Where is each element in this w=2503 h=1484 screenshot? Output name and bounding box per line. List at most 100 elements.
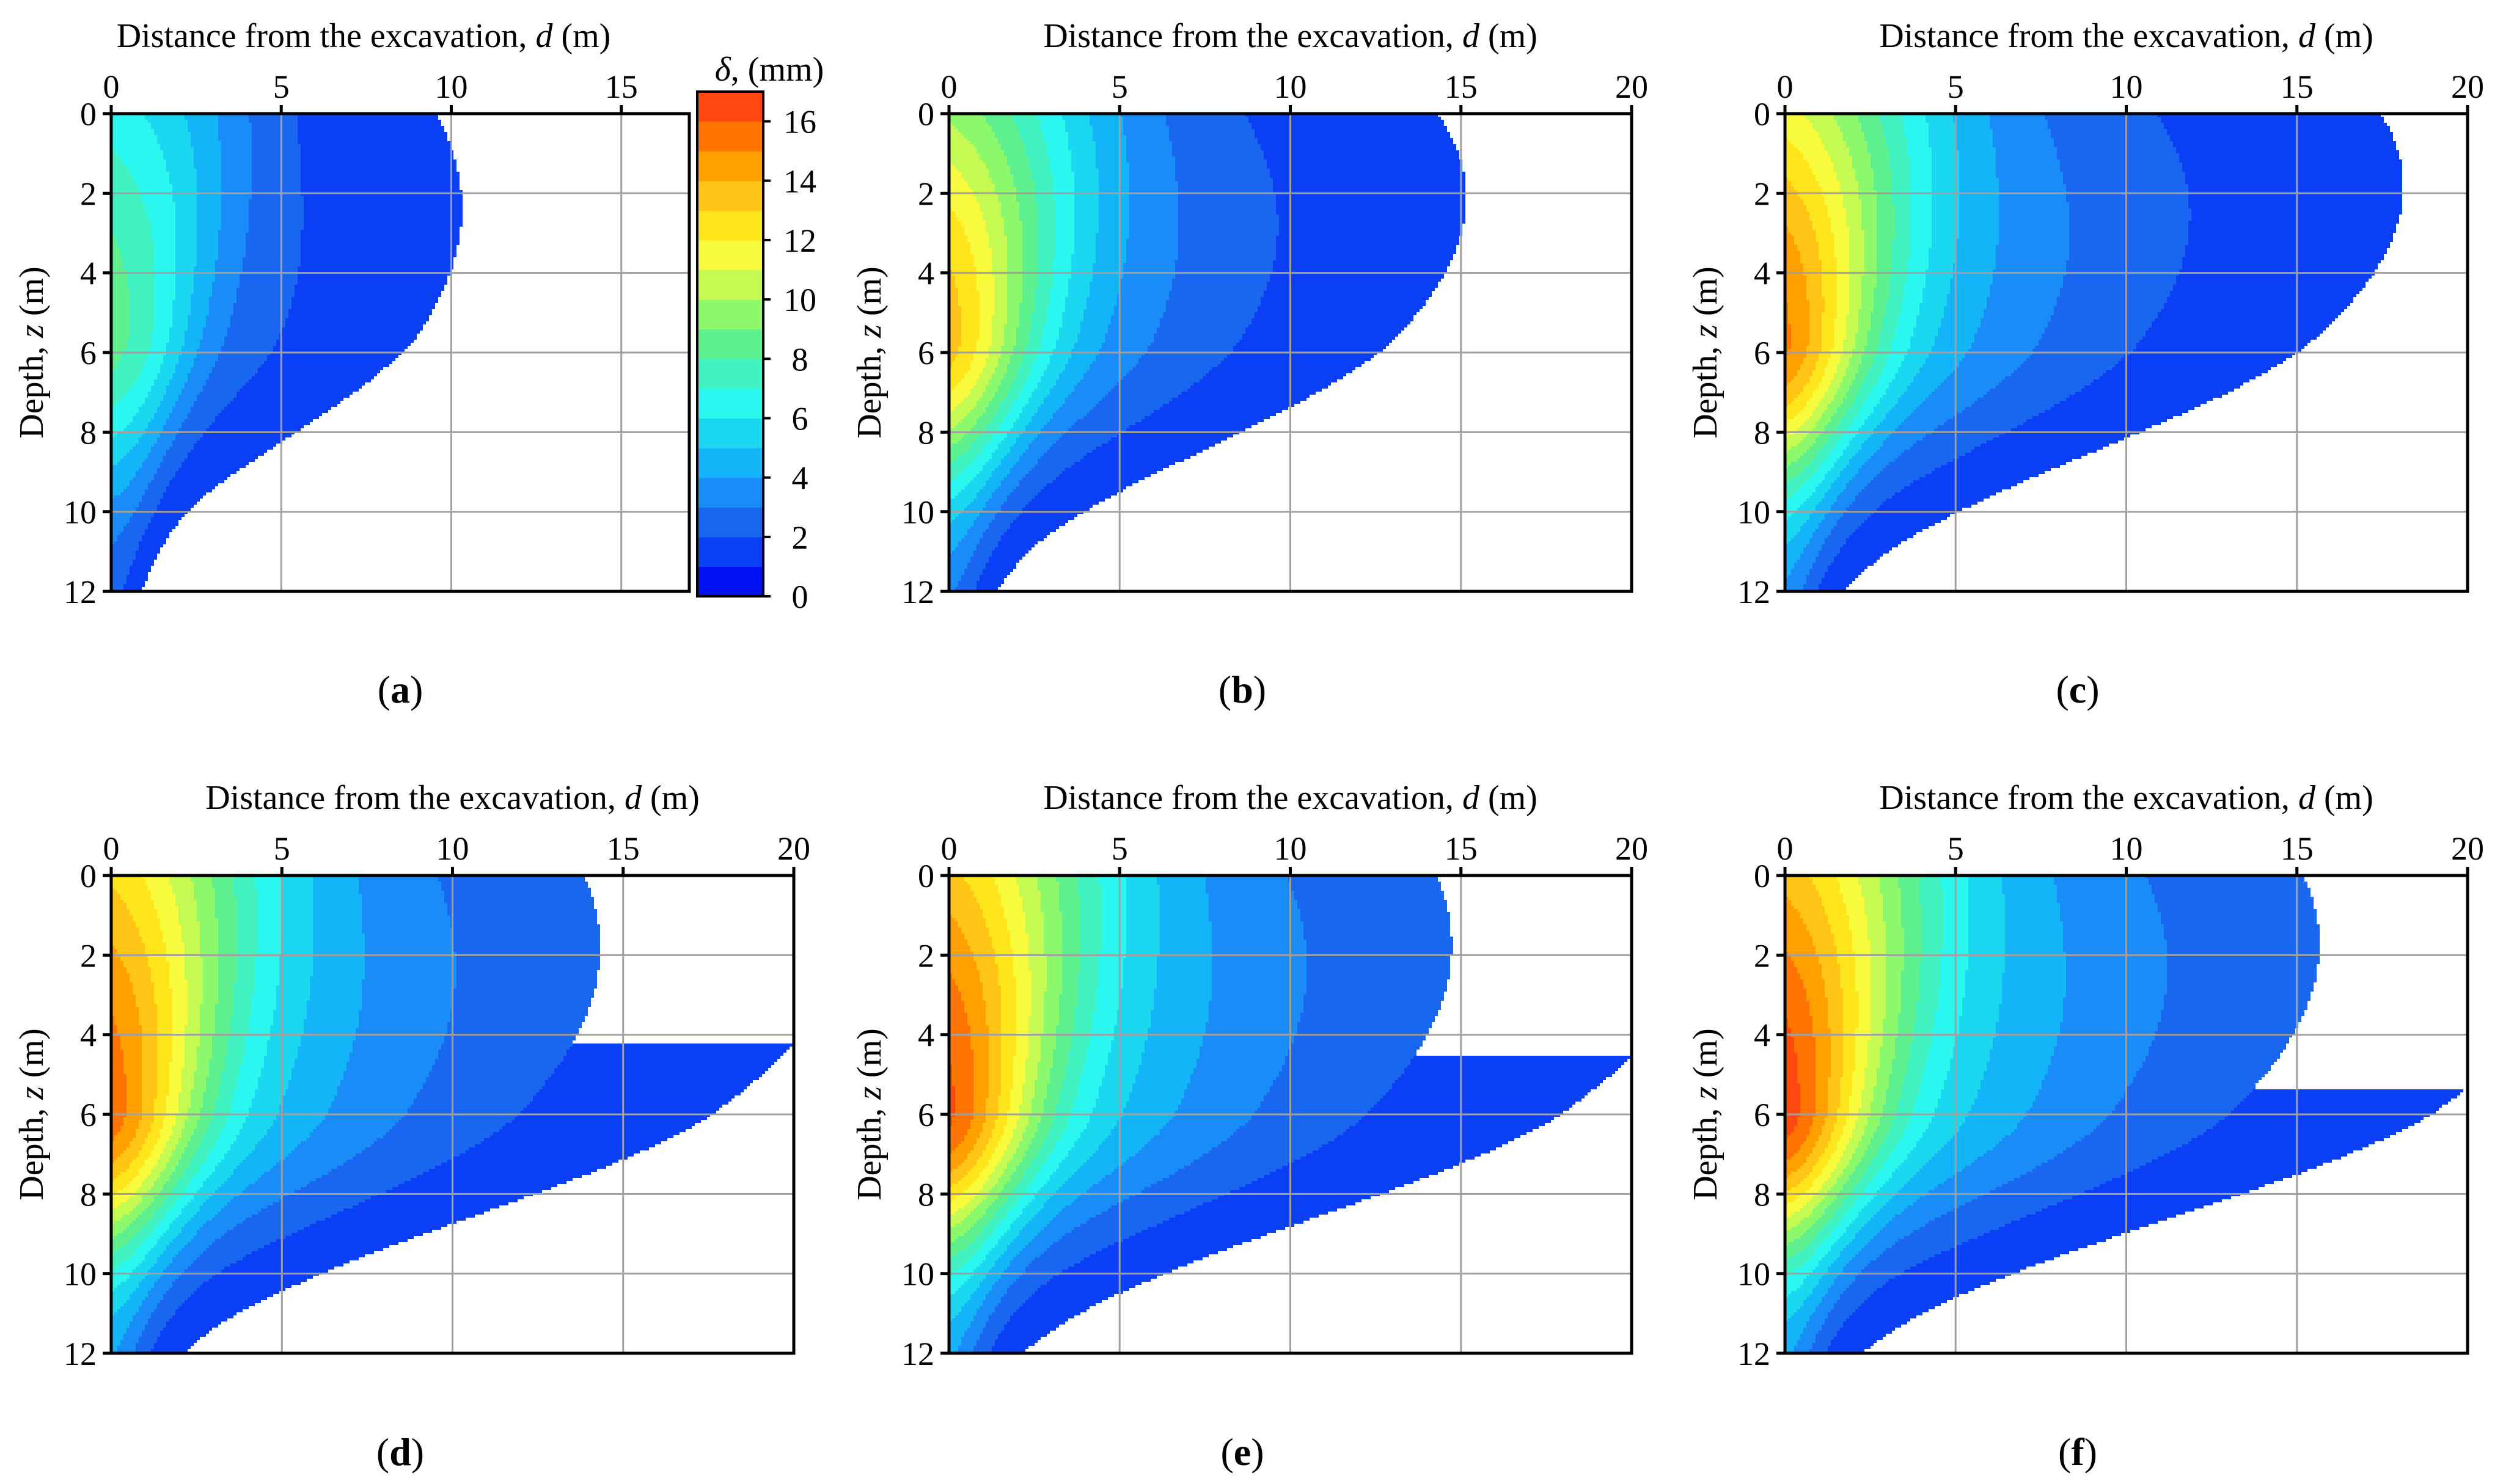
- contour-band-5-6: [111, 114, 197, 465]
- x-tick-label: 15: [1445, 68, 1478, 105]
- x-axis-label-variable: d: [535, 17, 553, 55]
- y-tick-label: 12: [1737, 574, 1770, 610]
- y-axis-label-text: Depth,: [13, 338, 51, 439]
- panel-caption-letter: a: [390, 668, 410, 711]
- y-tick-label: 8: [1754, 414, 1770, 451]
- contour-band-8-9: [949, 875, 1080, 1257]
- contour-band-8-9: [111, 236, 130, 370]
- contour-band-1-2: [1825, 1089, 2463, 1353]
- x-axis-label-unit: (m): [2315, 779, 2373, 817]
- y-tick-label: 8: [918, 1176, 934, 1213]
- contour-band-14-15: [949, 915, 989, 1172]
- contour-band-13-14: [1785, 178, 1825, 407]
- contour-band-15-16: [1785, 952, 1816, 1160]
- contour-band-1-2: [1819, 114, 2402, 591]
- x-tick-label: 5: [1948, 68, 1964, 105]
- contour-band-10-11: [1785, 875, 1886, 1230]
- y-axis-label: Depth, z (m): [13, 266, 51, 439]
- contour-band-2-3: [1800, 114, 2191, 591]
- colorbar-tick-label: 12: [783, 222, 816, 259]
- contour-band-7-8: [949, 875, 1102, 1276]
- grid: [1785, 114, 2468, 591]
- y-tick-label: 6: [80, 335, 97, 371]
- colorbar-swatch-10-11: [697, 269, 763, 300]
- y-tick-label: 12: [64, 1336, 97, 1372]
- contour-band-5-6: [1785, 875, 2005, 1321]
- contour-band-1-2: [151, 1044, 793, 1353]
- colorbar-swatch-8-9: [697, 329, 763, 359]
- panel-e: 0 5 10 15 20 0 2 4 6 8 10 12 Distance from the excav…: [851, 779, 1648, 1474]
- colorbar: 0 2 4 6 8 10 12 14 16 δ, (mm): [696, 51, 824, 615]
- x-tick-label: 10: [2110, 68, 2143, 105]
- y-tick-label: 0: [80, 96, 97, 133]
- y-axis-label: Depth, z (m): [851, 266, 889, 439]
- x-tick-label: 5: [1112, 68, 1128, 105]
- panel-caption-open: (: [1219, 668, 1231, 711]
- x-tick-label: 20: [1615, 68, 1648, 105]
- x-tick-label: 20: [777, 830, 810, 867]
- panel-caption-letter: b: [1231, 668, 1253, 711]
- contour-band-7-8: [111, 875, 258, 1270]
- panel-caption-close: ): [1251, 1430, 1264, 1474]
- contour-field: [1785, 875, 2463, 1353]
- contour-band-11-12: [111, 875, 188, 1208]
- colorbar-swatch-1-2: [697, 536, 763, 568]
- x-tick-label: 15: [607, 830, 640, 867]
- y-tick-label: 2: [1754, 937, 1770, 974]
- panel-caption-close: ): [411, 1430, 424, 1474]
- colorbar-swatch-13-14: [697, 180, 763, 211]
- y-tick-label: 6: [918, 335, 934, 371]
- y-tick-label: 4: [918, 255, 934, 292]
- y-tick-label: 10: [1737, 494, 1770, 531]
- panel-caption: (d): [376, 1430, 424, 1474]
- panel-caption-letter: d: [389, 1430, 411, 1474]
- x-axis-label-unit: (m): [2315, 17, 2373, 55]
- contour-band-13-14: [949, 269, 961, 367]
- y-axis-label-text: Depth,: [851, 338, 889, 439]
- y-axis-label-variable: z: [1687, 1086, 1724, 1100]
- contour-band-8-9: [111, 875, 236, 1254]
- colorbar-tick-label: 0: [792, 579, 808, 615]
- panel-caption-close: ): [2086, 668, 2099, 711]
- grid: [111, 114, 689, 591]
- grid: [111, 875, 794, 1353]
- colorbar-swatch-11-12: [697, 239, 763, 271]
- colorbar-tick-label: 16: [783, 104, 816, 141]
- colorbar-swatch-15-16: [697, 121, 763, 152]
- y-axis-label-unit: (m): [851, 266, 889, 324]
- contour-band-12-13: [949, 208, 980, 392]
- colorbar-swatch-2-3: [697, 507, 763, 538]
- y-tick-label: 4: [1754, 255, 1770, 292]
- x-axis-label: Distance from the excavation, d (m): [1879, 17, 2373, 55]
- x-tick-label: 10: [1274, 68, 1307, 105]
- contour-band-7-8: [1785, 114, 1910, 499]
- y-tick-label: 2: [1754, 175, 1770, 212]
- x-tick-label: 0: [1777, 830, 1794, 867]
- x-tick-label: 5: [1112, 830, 1128, 867]
- contour-band-6-7: [1785, 875, 1968, 1297]
- colorbar-tick-label: 6: [792, 400, 808, 437]
- contour-band-5-6: [111, 875, 313, 1315]
- panel-d: 0 5 10 15 20 0 2 4 6 8 10 12 Distance from the excav…: [13, 779, 810, 1474]
- x-axis-label-variable: d: [625, 779, 642, 817]
- contour-band-2-3: [955, 114, 1279, 591]
- x-tick-label: 15: [605, 68, 638, 105]
- grid: [1785, 875, 2468, 1353]
- x-axis-label-unit: (m): [552, 17, 610, 55]
- contour-band-1-2: [989, 1056, 1630, 1353]
- x-tick-label: 10: [1274, 830, 1307, 867]
- x-tick-label: 5: [1948, 830, 1964, 867]
- contour-band-8-9: [1785, 875, 1922, 1260]
- y-axis-label-variable: z: [1687, 324, 1724, 338]
- y-tick-label: 6: [1754, 1097, 1770, 1133]
- y-tick-label: 6: [80, 1097, 97, 1133]
- panel-caption-close: ): [410, 668, 423, 711]
- y-tick-label: 10: [901, 1256, 934, 1293]
- colorbar-swatch-4-5: [697, 448, 763, 478]
- x-tick-label: 0: [1777, 68, 1794, 105]
- x-tick-label: 15: [1445, 830, 1478, 867]
- x-axis-label-variable: d: [2298, 17, 2316, 55]
- y-axis-label: Depth, z (m): [13, 1028, 51, 1201]
- colorbar-swatch-0-1: [697, 566, 763, 597]
